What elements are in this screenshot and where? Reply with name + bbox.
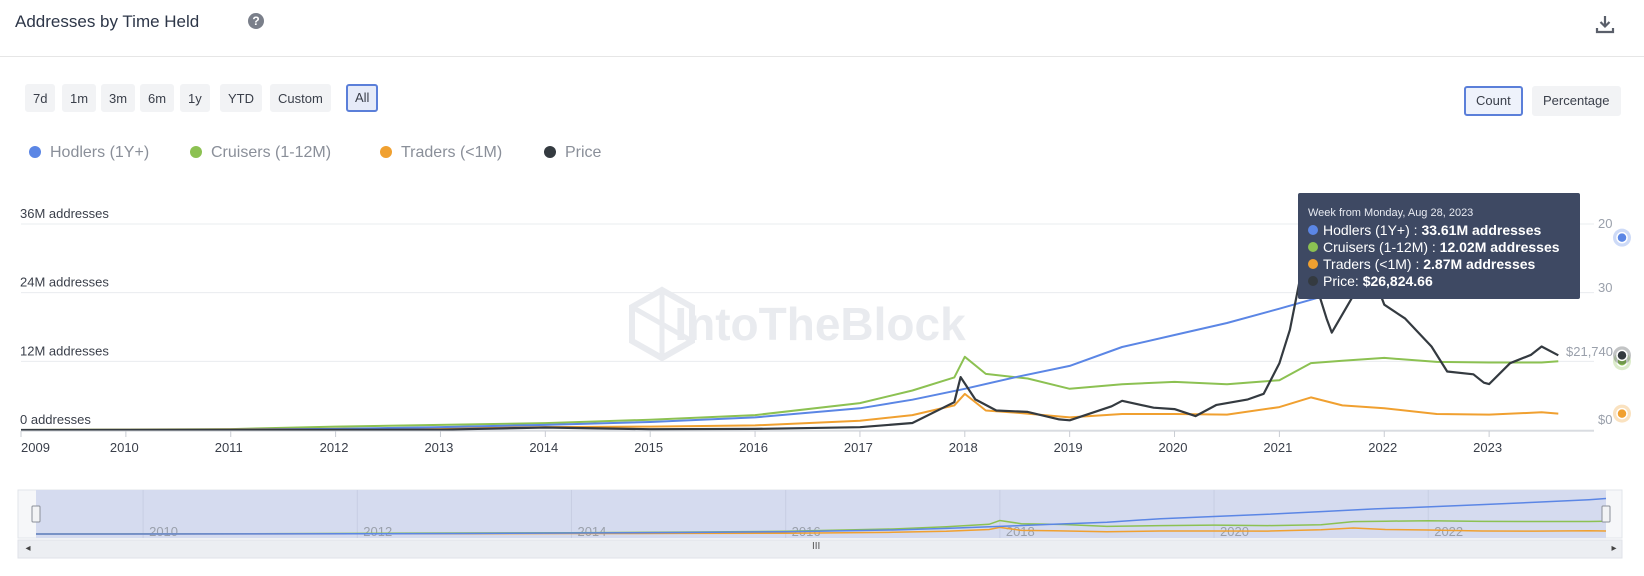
tooltip-dot [1308, 259, 1318, 269]
range-1m-button[interactable]: 1m [62, 84, 97, 112]
x-tick-label: 2014 [529, 440, 558, 455]
legend-item-traders[interactable]: Traders (<1M) [380, 144, 502, 162]
x-tick-label: 2013 [424, 440, 453, 455]
legend-dot-traders [380, 146, 392, 158]
percentage-mode-button[interactable]: Percentage [1532, 86, 1621, 116]
range-3m-button[interactable]: 3m [101, 84, 136, 112]
legend-label: Hodlers (1Y+) [50, 144, 150, 161]
range-ytd-button[interactable]: YTD [220, 84, 262, 112]
right-axis-label: $21,740 [1566, 344, 1613, 359]
navigator-right-handle[interactable] [1601, 505, 1611, 523]
tooltip-row-traders: Traders (<1M) : 2.87M addresses [1308, 256, 1580, 273]
x-tick-label: 2022 [1368, 440, 1397, 455]
tooltip-row-cruisers: Cruisers (1-12M) : 12.02M addresses [1308, 239, 1580, 256]
x-tick-label: 2021 [1263, 440, 1292, 455]
x-tick-label: 2019 [1054, 440, 1083, 455]
x-tick-label: 2023 [1473, 440, 1502, 455]
download-icon[interactable] [1594, 13, 1616, 35]
axis-layer: 0 addresses 12M addresses 24M addresses 36M… [20, 206, 1613, 455]
navigator-label: 2012 [363, 524, 392, 539]
endpoint-marker-price [1616, 349, 1628, 362]
legend-item-price[interactable]: Price [544, 144, 601, 162]
x-tick-label: 2016 [739, 440, 768, 455]
legend-dot-cruisers [190, 146, 202, 158]
x-tick-label: 2009 [21, 440, 50, 455]
endpoint-marker-hodlers [1616, 231, 1628, 244]
help-circle-icon[interactable]: ? [248, 13, 264, 29]
chart-header: Addresses by Time Held ? [0, 0, 1644, 57]
navigator-label: 2010 [149, 524, 178, 539]
navigator-left-handle[interactable] [31, 505, 41, 523]
tooltip-dot [1308, 242, 1318, 252]
chart-tooltip: Week from Monday, Aug 28, 2023 Hodlers (… [1298, 193, 1580, 299]
legend-item-hodlers[interactable]: Hodlers (1Y+) [29, 144, 149, 162]
range-6m-button[interactable]: 6m [140, 84, 175, 112]
range-1y-button[interactable]: 1y [180, 84, 210, 112]
tooltip-row-price: Price: $26,824.66 [1308, 273, 1580, 290]
endpoint-layer [1613, 228, 1631, 423]
x-tick-label: 2011 [215, 440, 243, 455]
navigator-label: 2014 [577, 524, 606, 539]
legend-item-cruisers[interactable]: Cruisers (1-12M) [190, 144, 331, 162]
x-tick-label: 2012 [320, 440, 349, 455]
scrollbar-left-arrow[interactable]: ◂ [25, 543, 31, 554]
scrollbar-right-arrow[interactable]: ▸ [1611, 543, 1617, 554]
right-axis-label: $0 [1598, 412, 1612, 427]
watermark-logo-icon [629, 286, 695, 362]
scrollbar-track[interactable] [17, 539, 1623, 559]
range-7d-button[interactable]: 7d [25, 84, 56, 112]
navigator-label: 2022 [1434, 524, 1463, 539]
tooltip-row-hodlers: Hodlers (1Y+) : 33.61M addresses [1308, 222, 1580, 239]
legend-label: Cruisers (1-12M) [211, 144, 332, 161]
navigator[interactable]: 2010 2012 2014 2016 2018 2020 2022 [17, 489, 1623, 559]
y-tick-label: 0 addresses [20, 412, 91, 427]
tooltip-dot [1308, 276, 1318, 286]
right-axis-label: 20 [1598, 216, 1612, 231]
navigator-series-hodlers [35, 497, 1607, 535]
x-tick-label: 2020 [1159, 440, 1188, 455]
y-tick-label: 12M addresses [20, 343, 109, 358]
navigator-label: 2018 [1006, 524, 1035, 539]
y-tick-label: 36M addresses [20, 206, 109, 221]
legend-label: Price [565, 144, 602, 161]
x-tick-label: 2015 [634, 440, 663, 455]
navigator-series-traders [35, 526, 1607, 535]
endpoint-marker-traders [1616, 407, 1628, 420]
right-axis-label: 30 [1598, 280, 1612, 295]
x-tick-label: 2018 [949, 440, 978, 455]
watermark-text: IntoTheBlock [674, 298, 966, 350]
scrollbar-grip[interactable]: III [812, 541, 821, 552]
tooltip-dot [1308, 225, 1318, 235]
legend-dot-hodlers [29, 146, 41, 158]
range-all-button[interactable]: All [346, 84, 379, 112]
x-tick-label: 2017 [844, 440, 873, 455]
legend-dot-price [544, 146, 556, 158]
count-mode-button[interactable]: Count [1464, 86, 1523, 116]
chart-title: Addresses by Time Held [15, 12, 200, 31]
series-line-price [20, 256, 1559, 432]
tooltip-heading: Week from Monday, Aug 28, 2023 [1308, 207, 1474, 219]
legend-label: Traders (<1M) [401, 144, 503, 161]
x-tick-label: 2010 [110, 440, 139, 455]
range-custom-button[interactable]: Custom [270, 84, 331, 112]
y-tick-label: 24M addresses [20, 275, 109, 290]
series-line-cruisers [20, 355, 1559, 431]
